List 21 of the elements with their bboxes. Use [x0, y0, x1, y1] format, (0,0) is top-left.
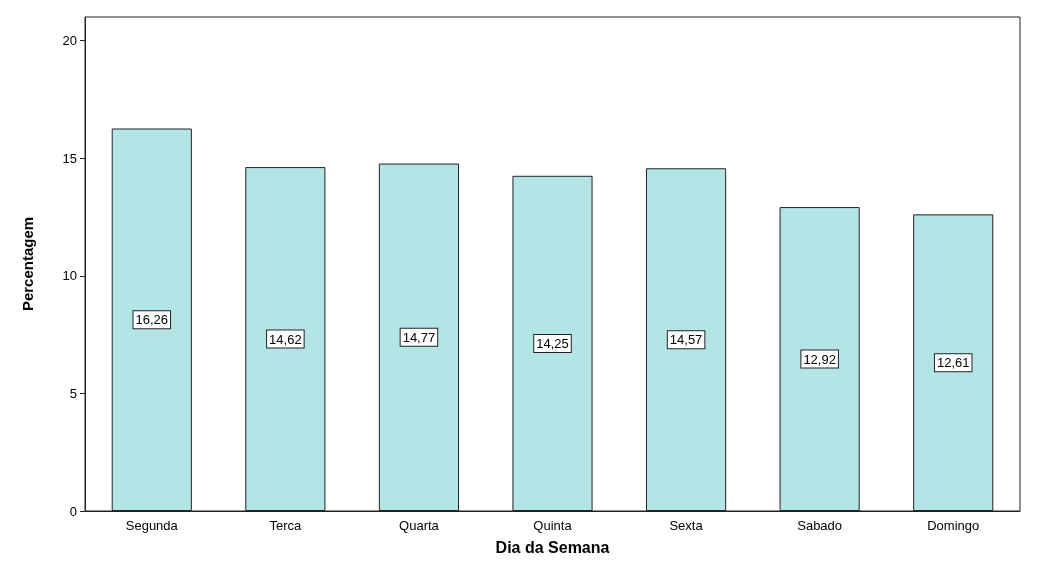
x-tick-label: Quarta	[399, 518, 440, 533]
y-tick-label: 5	[69, 385, 77, 401]
x-tick-label: Sabado	[797, 518, 843, 533]
data-label: 12,92	[803, 351, 836, 367]
x-tick-label: Domingo	[927, 518, 980, 533]
x-tick-label: Segunda	[125, 518, 179, 533]
data-label: 16,26	[135, 312, 169, 328]
data-label: 14,62	[269, 331, 302, 347]
x-tick-label: Quinta	[533, 518, 573, 533]
x-tick-label: Sexta	[669, 518, 704, 533]
data-label: 14,57	[669, 332, 703, 348]
y-tick-label: 0	[69, 503, 77, 519]
y-tick-label: 20	[62, 33, 77, 49]
y-axis-title: Percentagem	[19, 216, 36, 312]
data-label: 14,77	[402, 329, 436, 345]
y-tick-label: 10	[62, 268, 77, 284]
x-axis-title: Dia da Semana	[495, 538, 610, 556]
data-label: 14,25	[536, 335, 569, 351]
x-tick-label: Terca	[269, 518, 303, 533]
y-tick-label: 15	[62, 150, 77, 166]
data-label: 12,61	[936, 355, 970, 371]
